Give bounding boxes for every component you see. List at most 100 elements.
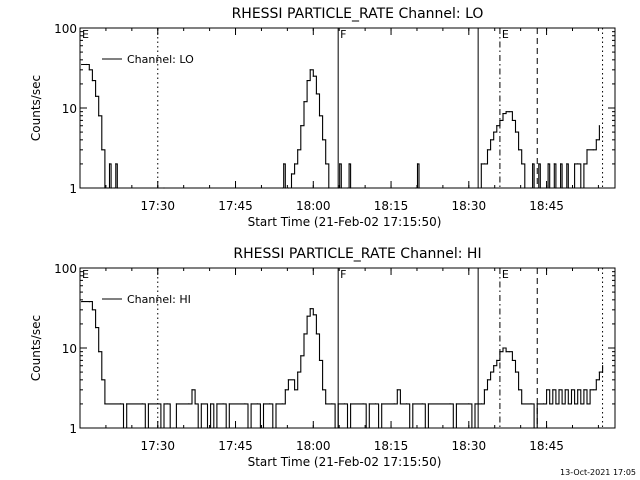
data-point	[536, 403, 538, 405]
data-point	[107, 187, 109, 189]
data-point	[502, 347, 504, 349]
data-point	[350, 187, 352, 189]
marker-label: E	[82, 28, 89, 41]
marker-label: F	[340, 268, 346, 281]
data-point	[294, 389, 296, 391]
data-point	[514, 371, 517, 373]
data-point	[424, 427, 426, 429]
data-point	[175, 403, 177, 405]
x-tick-label: 18:15	[374, 199, 409, 213]
data-point	[493, 131, 495, 133]
data-point	[524, 187, 526, 189]
data-point	[281, 187, 283, 189]
data-point	[163, 403, 165, 405]
data-point	[549, 187, 551, 189]
data-point	[88, 301, 90, 303]
data-point	[81, 301, 83, 303]
data-point	[169, 427, 171, 429]
data-point	[480, 163, 482, 165]
data-point	[337, 187, 339, 189]
data-point	[574, 403, 576, 405]
data-point	[309, 69, 311, 71]
legend-label: Channel: LO	[127, 53, 194, 66]
data-point	[511, 119, 513, 121]
data-point	[539, 187, 541, 189]
data-point	[222, 403, 224, 405]
data-point	[416, 163, 419, 165]
y-axis-label: Counts/sec	[29, 315, 43, 381]
data-point	[300, 355, 302, 357]
data-point	[396, 389, 398, 391]
data-point	[294, 163, 296, 165]
data-point	[306, 315, 308, 317]
data-point	[468, 403, 470, 405]
x-axis-label: Start Time (21-Feb-02 17:15:50)	[248, 455, 442, 469]
chart-panel-lo: RHESSI PARTICLE_RATE Channel: LO Counts/s…	[29, 6, 616, 229]
data-point	[542, 403, 545, 405]
data-point	[589, 389, 591, 391]
data-point	[194, 403, 196, 405]
y-tick-label: 100	[54, 22, 77, 36]
data-point	[346, 187, 349, 189]
plot-frame	[79, 27, 616, 189]
data-point	[262, 403, 265, 405]
data-point	[284, 389, 286, 391]
data-point	[547, 163, 549, 165]
data-point	[362, 403, 364, 405]
data-point	[95, 95, 97, 97]
data-point	[598, 371, 601, 373]
data-point	[449, 403, 451, 405]
data-point	[455, 403, 457, 405]
data-point	[328, 187, 330, 189]
data-point	[312, 314, 314, 316]
data-point	[586, 149, 588, 151]
data-point	[113, 187, 115, 189]
y-tick-label: 10	[62, 342, 77, 356]
x-tick-label: 18:00	[296, 439, 331, 453]
data-point	[281, 403, 283, 405]
data-point	[318, 115, 321, 117]
data-point	[409, 427, 411, 429]
data-point	[104, 187, 106, 189]
data-point	[580, 403, 582, 405]
y-tick-label: 10	[62, 102, 77, 116]
data-point	[284, 187, 286, 189]
data-point	[480, 403, 482, 405]
data-point	[486, 149, 489, 151]
data-point	[325, 403, 327, 405]
data-point	[538, 163, 540, 165]
data-point	[570, 389, 573, 391]
data-point	[378, 427, 380, 429]
data-point	[172, 427, 174, 429]
x-tick-label: 17:45	[218, 199, 253, 213]
x-tick-label: 17:30	[140, 439, 175, 453]
x-tick-label: 17:45	[218, 439, 253, 453]
data-point	[216, 403, 218, 405]
data-point	[508, 111, 510, 113]
data-point	[595, 379, 597, 381]
data-point	[287, 379, 289, 381]
data-point	[244, 403, 246, 405]
data-point	[101, 379, 103, 381]
data-point	[325, 163, 327, 165]
y-tick-label: 1	[69, 422, 77, 436]
data-point	[567, 403, 569, 405]
data-point	[502, 113, 504, 115]
data-point	[583, 389, 585, 391]
chart-title: RHESSI PARTICLE_RATE Channel: LO	[232, 6, 484, 22]
data-point	[300, 125, 302, 127]
marker-label: E	[502, 28, 509, 41]
data-point	[283, 163, 285, 165]
data-point	[247, 427, 249, 429]
data-point	[505, 111, 507, 113]
data-point	[144, 427, 146, 429]
data-point	[555, 187, 557, 189]
data-point	[88, 69, 90, 71]
data-point	[141, 403, 143, 405]
data-point	[228, 403, 230, 405]
data-point	[210, 403, 212, 405]
x-tick-label: 18:30	[452, 439, 487, 453]
data-point	[309, 308, 311, 310]
data-point	[530, 403, 532, 405]
data-point	[108, 163, 111, 165]
